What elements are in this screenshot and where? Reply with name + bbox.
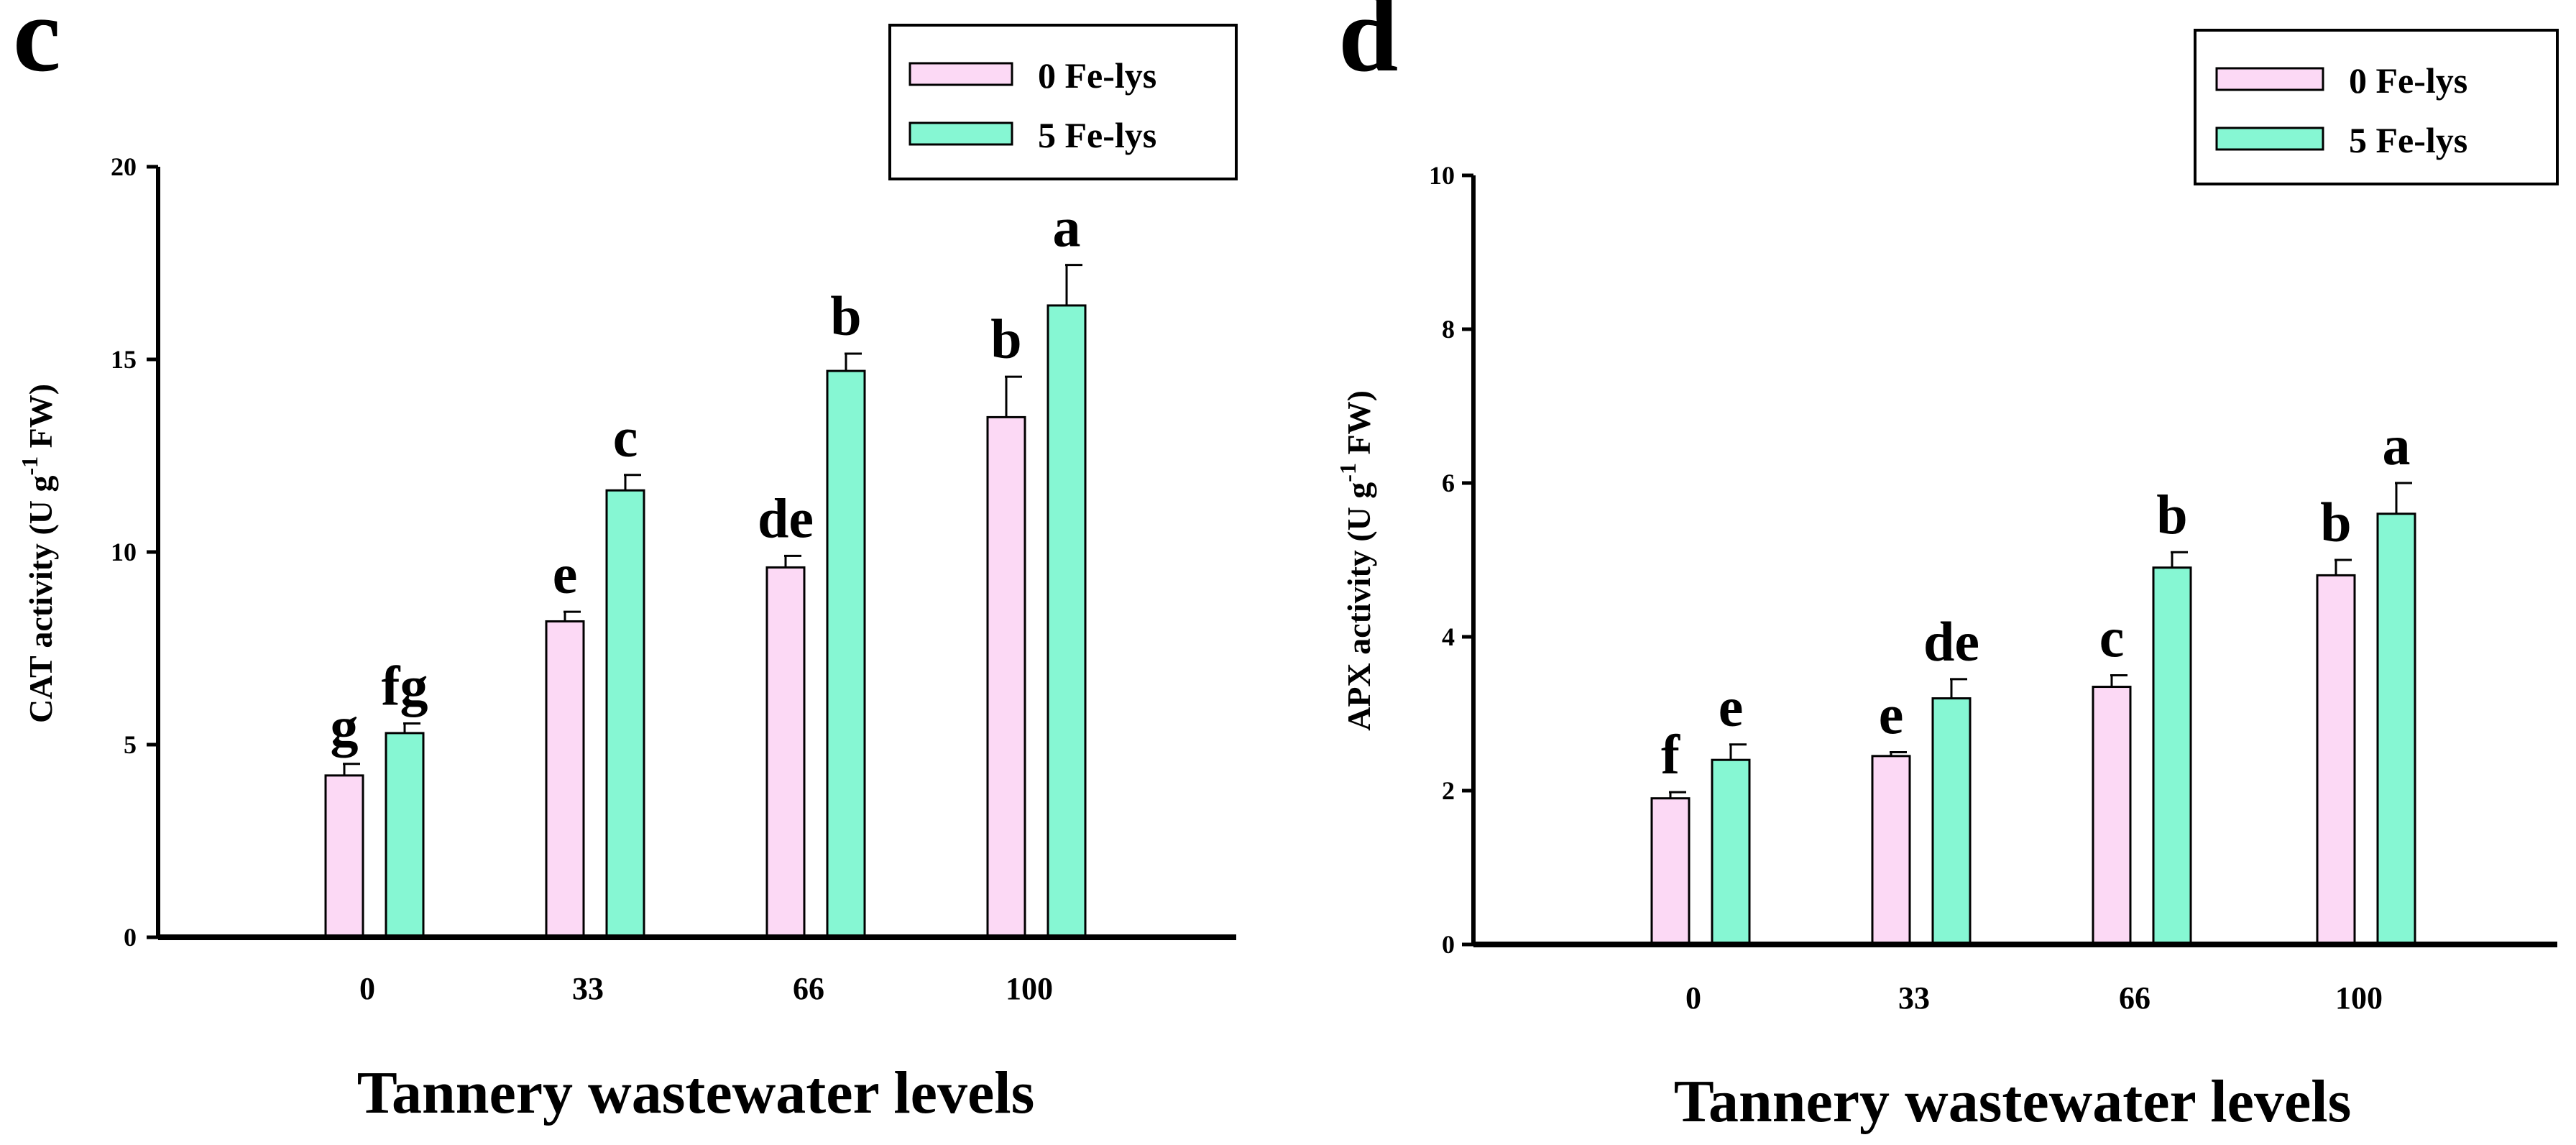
y-tick-label: 10: [1429, 161, 1455, 190]
y-axis-label: APX activity (U g-1 FW): [1335, 390, 1377, 731]
significance-letter: e: [553, 543, 578, 605]
legend-label-5-fe-lys: 5 Fe-lys: [1038, 115, 1156, 155]
bar: [545, 620, 585, 939]
bar: [2152, 566, 2192, 946]
significance-letter: b: [2156, 483, 2187, 546]
x-tick-label: 100: [1006, 971, 1053, 1006]
y-tick-label: 0: [124, 923, 137, 952]
bar: [1650, 797, 1690, 946]
y-tick-label: 2: [1442, 776, 1455, 805]
significance-letter: a: [2383, 414, 2411, 477]
y-tick-label: 8: [1442, 315, 1455, 344]
x-tick-label: 0: [359, 971, 375, 1006]
x-tick-label: 66: [793, 971, 824, 1006]
x-tick-label: 0: [1685, 980, 1701, 1016]
legend-label-0-fe-lys: 0 Fe-lys: [1038, 55, 1156, 96]
legend-label-0-fe-lys: 0 Fe-lys: [2349, 60, 2467, 101]
y-tick-label: 6: [1442, 469, 1455, 497]
significance-letter: c: [2099, 607, 2125, 669]
x-axis-label: Tannery wastewater levels: [357, 1059, 1035, 1126]
bar: [1931, 697, 1972, 946]
x-tick-label: 33: [572, 971, 604, 1006]
x-tick-label: 100: [2335, 980, 2383, 1016]
y-tick-label: 10: [111, 538, 137, 566]
legend-box: [2194, 29, 2559, 185]
bar: [765, 566, 806, 939]
x-axis-label: Tannery wastewater levels: [1674, 1068, 2352, 1135]
y-axis-label: CAT activity (U g-1 FW): [17, 384, 59, 723]
significance-letter: de: [1923, 610, 1979, 673]
legend-box: [888, 24, 1238, 180]
bar: [2092, 686, 2132, 946]
bar: [986, 415, 1026, 939]
error-bar-group: [343, 264, 1082, 776]
bar-group: [324, 304, 1087, 939]
y-tick-label: 20: [111, 152, 137, 181]
bar: [385, 732, 425, 939]
x-axis-ticks: 0 33 66 100: [1685, 980, 2383, 1016]
y-tick-label: 0: [1442, 930, 1455, 959]
bar: [1711, 758, 1751, 946]
significance-letter: g: [331, 695, 359, 758]
legend-label-5-fe-lys: 5 Fe-lys: [2349, 120, 2467, 160]
bar-group: [1650, 512, 2416, 946]
bar: [1046, 304, 1087, 939]
significance-letter: f: [1661, 723, 1680, 786]
significance-letter: b: [830, 285, 861, 347]
significance-letter: de: [758, 487, 814, 549]
y-tick-label: 5: [124, 730, 137, 759]
legend-swatch-0-fe-lys: [2215, 67, 2324, 91]
panel-letter-c: c: [13, 0, 61, 94]
significance-letter: b: [990, 308, 1021, 370]
significance-letter: b: [2320, 491, 2351, 553]
legend-swatch-5-fe-lys: [908, 121, 1013, 146]
bar: [2316, 574, 2356, 946]
y-axis-ticks: 0 5 10 15 20: [111, 152, 158, 952]
bar: [1871, 755, 1911, 946]
bar: [324, 774, 364, 939]
legend: 0 Fe-lys 5 Fe-lys: [888, 24, 1238, 180]
x-axis-ticks: 0 33 66 100: [359, 971, 1053, 1006]
y-axis-ticks: 0 2 4 6 8 10: [1429, 161, 1473, 959]
legend: 0 Fe-lys 5 Fe-lys: [2194, 29, 2559, 185]
bar: [605, 489, 645, 939]
significance-letter: e: [1719, 676, 1744, 738]
bar: [2376, 512, 2416, 946]
significance-letter: e: [1879, 684, 1904, 746]
y-tick-label: 4: [1442, 622, 1455, 651]
bar: [826, 369, 866, 939]
significance-letter: c: [613, 406, 638, 469]
legend-swatch-0-fe-lys: [908, 62, 1013, 86]
error-bar-group: [1669, 482, 2412, 799]
significance-letter: a: [1053, 196, 1081, 259]
x-tick-label: 66: [2119, 980, 2150, 1016]
significance-letter: fg: [382, 655, 428, 717]
panel-letter-d: d: [1338, 0, 1398, 94]
legend-swatch-5-fe-lys: [2215, 127, 2324, 151]
x-tick-label: 33: [1898, 980, 1930, 1016]
y-tick-label: 15: [111, 345, 137, 374]
